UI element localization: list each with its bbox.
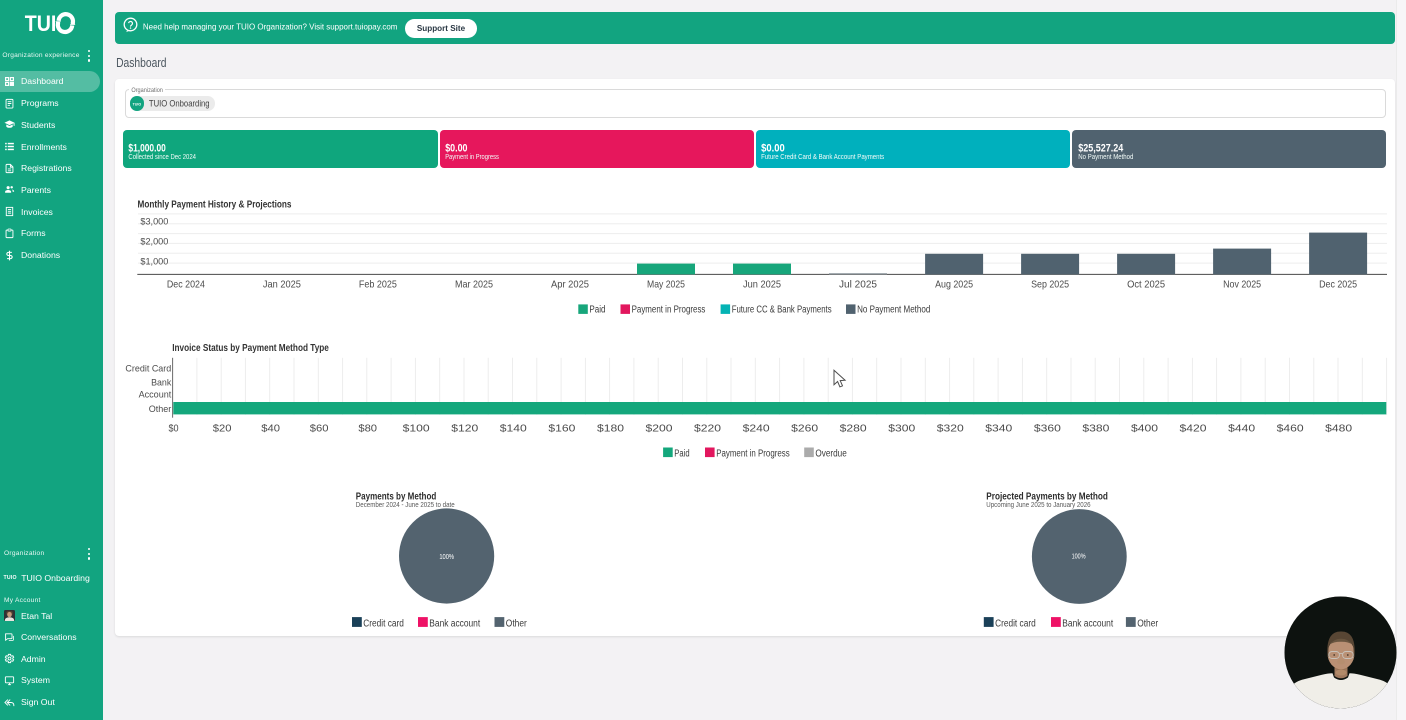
svg-text:TUIO Onboarding: TUIO Onboarding bbox=[149, 99, 210, 109]
svg-text:Dec 2025: Dec 2025 bbox=[1319, 279, 1357, 290]
svg-text:$260: $260 bbox=[791, 423, 819, 434]
svg-text:Jun 2025: Jun 2025 bbox=[743, 279, 781, 290]
svg-text:$480: $480 bbox=[1325, 423, 1353, 434]
svg-text:Bank account: Bank account bbox=[1062, 618, 1113, 629]
svg-text:Dashboard: Dashboard bbox=[116, 55, 166, 70]
svg-text:No Payment Method: No Payment Method bbox=[857, 304, 930, 315]
svg-text:Future Credit Card & Bank Acco: Future Credit Card & Bank Account Paymen… bbox=[761, 152, 884, 161]
svg-text:$100: $100 bbox=[403, 423, 431, 434]
svg-text:Mar 2025: Mar 2025 bbox=[455, 279, 493, 290]
svg-text:Organization: Organization bbox=[131, 87, 163, 94]
svg-text:Paid: Paid bbox=[674, 449, 689, 460]
svg-text:$0.00: $0.00 bbox=[761, 143, 785, 155]
svg-text:Account: Account bbox=[139, 389, 172, 399]
svg-text:Upcoming June 2025 to January: Upcoming June 2025 to January 2026 bbox=[986, 500, 1090, 509]
svg-text:100%: 100% bbox=[439, 554, 454, 561]
svg-text:$380: $380 bbox=[1082, 423, 1110, 434]
svg-text:Nov 2025: Nov 2025 bbox=[1223, 279, 1261, 290]
svg-text:$240: $240 bbox=[743, 423, 771, 434]
svg-text:TUI: TUI bbox=[25, 11, 57, 35]
svg-text:$0.00: $0.00 bbox=[445, 143, 467, 155]
svg-text:Jan 2025: Jan 2025 bbox=[263, 279, 301, 290]
svg-text:Apr 2025: Apr 2025 bbox=[551, 279, 589, 290]
svg-text:$360: $360 bbox=[1034, 423, 1062, 434]
svg-text:$440: $440 bbox=[1228, 423, 1256, 434]
svg-text:Bank account: Bank account bbox=[429, 618, 480, 629]
svg-text:$3,000: $3,000 bbox=[140, 217, 168, 227]
svg-text:$200: $200 bbox=[646, 423, 674, 434]
svg-text:$20: $20 bbox=[213, 423, 232, 434]
svg-text:Invoice Status by Payment Meth: Invoice Status by Payment Method Type bbox=[172, 343, 329, 354]
svg-text:Future CC & Bank Payments: Future CC & Bank Payments bbox=[732, 304, 832, 315]
svg-text:$160: $160 bbox=[548, 423, 576, 434]
svg-text:$1,000: $1,000 bbox=[140, 257, 168, 267]
svg-text:Dec 2024: Dec 2024 bbox=[167, 279, 205, 290]
svg-text:$320: $320 bbox=[937, 423, 965, 434]
svg-text:$300: $300 bbox=[888, 423, 916, 434]
svg-text:$2,000: $2,000 bbox=[140, 237, 168, 247]
svg-text:$340: $340 bbox=[985, 423, 1013, 434]
svg-text:Jul 2025: Jul 2025 bbox=[839, 279, 877, 290]
svg-text:$1,000.00: $1,000.00 bbox=[128, 143, 165, 155]
svg-text:Credit card: Credit card bbox=[995, 618, 1036, 629]
svg-text:$60: $60 bbox=[310, 423, 329, 434]
svg-text:No Payment Method: No Payment Method bbox=[1078, 152, 1133, 161]
svg-text:$140: $140 bbox=[500, 423, 528, 434]
svg-text:Projected Payments by Method: Projected Payments by Method bbox=[986, 491, 1108, 503]
svg-text:Payment in Progress: Payment in Progress bbox=[632, 304, 706, 315]
svg-text:May 2025: May 2025 bbox=[647, 279, 685, 290]
svg-text:Payment in Progress: Payment in Progress bbox=[445, 152, 499, 161]
svg-text:Overdue: Overdue bbox=[815, 449, 847, 460]
svg-text:TUIO: TUIO bbox=[133, 102, 142, 106]
svg-text:Other: Other bbox=[506, 618, 528, 629]
svg-text:Bank: Bank bbox=[151, 378, 172, 388]
svg-text:$40: $40 bbox=[261, 423, 280, 434]
svg-text:$280: $280 bbox=[840, 423, 868, 434]
svg-text:Credit card: Credit card bbox=[363, 618, 404, 629]
svg-text:Feb 2025: Feb 2025 bbox=[359, 279, 397, 290]
svg-text:Need help managing your TUIO O: Need help managing your TUIO Organizatio… bbox=[143, 21, 398, 31]
svg-text:$25,527.24: $25,527.24 bbox=[1078, 143, 1124, 155]
svg-text:$80: $80 bbox=[358, 423, 377, 434]
svg-text:$460: $460 bbox=[1277, 423, 1305, 434]
svg-text:Other: Other bbox=[149, 404, 172, 414]
svg-text:$420: $420 bbox=[1180, 423, 1208, 434]
svg-text:Paid: Paid bbox=[589, 304, 605, 315]
svg-text:Aug 2025: Aug 2025 bbox=[935, 279, 973, 290]
svg-text:Credit Card: Credit Card bbox=[125, 363, 171, 373]
svg-text:Monthly Payment History & Proj: Monthly Payment History & Projections bbox=[138, 200, 292, 211]
svg-text:$220: $220 bbox=[694, 423, 722, 434]
svg-text:$0: $0 bbox=[168, 423, 178, 434]
svg-text:December 2024 - June 2025 to d: December 2024 - June 2025 to date bbox=[356, 500, 455, 509]
svg-text:$400: $400 bbox=[1131, 423, 1159, 434]
svg-text:Payment in Progress: Payment in Progress bbox=[716, 449, 790, 460]
svg-text:$180: $180 bbox=[597, 423, 625, 434]
svg-text:$120: $120 bbox=[451, 423, 479, 434]
svg-text:Support Site: Support Site bbox=[417, 24, 466, 33]
svg-text:Payments by Method: Payments by Method bbox=[356, 491, 437, 503]
svg-text:100%: 100% bbox=[1072, 554, 1086, 561]
svg-text:Oct 2025: Oct 2025 bbox=[1127, 279, 1165, 290]
svg-text:Sep 2025: Sep 2025 bbox=[1031, 279, 1069, 290]
svg-text:Other: Other bbox=[1137, 618, 1159, 629]
svg-text:Collected since Dec 2024: Collected since Dec 2024 bbox=[128, 152, 196, 161]
